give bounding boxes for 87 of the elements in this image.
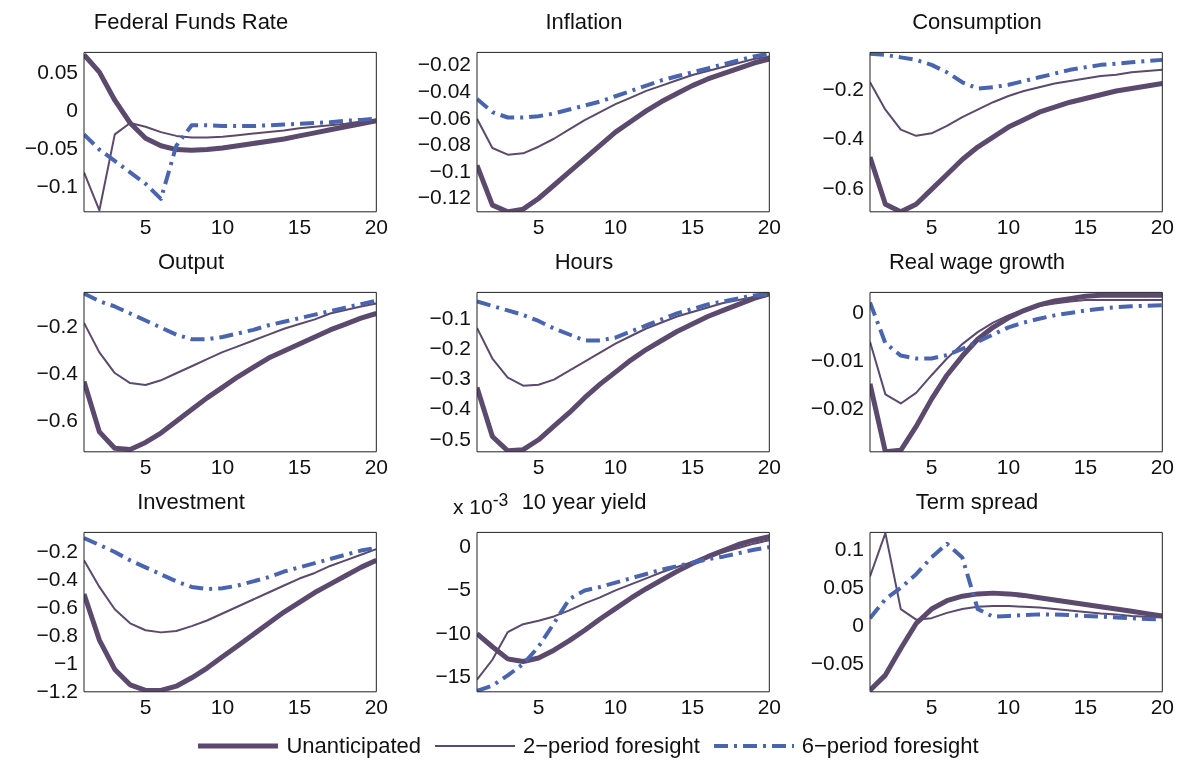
y-tick-label: −0.01	[810, 347, 864, 371]
x-tick-label: 5	[139, 455, 152, 479]
y-tick-label: 0	[459, 533, 471, 557]
x-tick-label: 10	[210, 215, 235, 239]
x-tick-label: 15	[680, 215, 705, 239]
x-tick-label: 5	[139, 695, 152, 719]
legend-label: 2−period foresight	[523, 733, 700, 759]
x-tick-label: 5	[925, 695, 938, 719]
y-tick-label: 0.1	[834, 536, 864, 560]
x-tick-label: 5	[925, 215, 938, 239]
y-tick-label: −0.6	[36, 594, 78, 618]
x-tick-label: 15	[680, 455, 705, 479]
x-tick-label: 5	[925, 455, 938, 479]
y-tick-label: 0.05	[823, 574, 864, 598]
y-tick-label: −0.1	[36, 174, 78, 198]
y-tick-label: −0.08	[417, 132, 471, 156]
y-tick-label: 0.05	[37, 60, 78, 84]
legend-label: 6−period foresight	[801, 733, 979, 759]
y-tick-label: −0.2	[822, 76, 864, 100]
chart-title: Hours	[554, 249, 614, 275]
x-tick-label: 15	[287, 215, 312, 239]
y-tick-label: −0.2	[429, 336, 471, 360]
x-tick-label: 10	[996, 455, 1021, 479]
y-tick-label: −0.05	[810, 650, 864, 674]
chart-title: Term spread	[915, 489, 1039, 515]
x-tick-label: 20	[364, 215, 388, 239]
y-tick-label: −0.02	[810, 395, 864, 419]
x-tick-label: 15	[1073, 695, 1098, 719]
y-tick-label: −1	[54, 650, 78, 674]
y-tick-label: 0	[852, 612, 864, 636]
y-tick-label: −0.6	[822, 176, 864, 200]
y-tick-label: −0.6	[36, 408, 78, 432]
x-tick-label: 5	[532, 455, 545, 479]
chart-title: Output	[157, 249, 225, 275]
y-tick-label: −0.4	[429, 396, 472, 420]
x-tick-label: 15	[1073, 215, 1098, 239]
text: x 10$^{-3}$	[453, 490, 509, 519]
y-tick-label: 0	[66, 98, 78, 122]
x-tick-label: 10	[996, 695, 1021, 719]
x-tick-label: 15	[287, 695, 312, 719]
y-tick-label: 0	[852, 299, 864, 323]
x-tick-label: 5	[532, 695, 545, 719]
x-tick-label: 20	[1150, 695, 1174, 719]
chart-title: Inflation	[545, 9, 623, 35]
legend-label: Unanticipated	[286, 733, 422, 759]
y-tick-label: −0.02	[417, 52, 471, 76]
chart-title: Consumption	[912, 9, 1042, 35]
y-tick-label: −0.12	[417, 185, 471, 209]
x-tick-label: 20	[757, 455, 781, 479]
y-tick-label: −10	[435, 620, 471, 644]
y-tick-label: −0.5	[429, 426, 471, 450]
y-tick-label: −5	[447, 577, 471, 601]
chart-title: Federal Funds Rate	[93, 9, 289, 35]
x-tick-label: 10	[603, 695, 628, 719]
y-tick-label: −0.1	[429, 158, 471, 182]
x-tick-label: 20	[757, 695, 781, 719]
y-tick-label: −0.2	[36, 314, 78, 338]
x-tick-label: 10	[210, 455, 235, 479]
y-tick-label: −0.2	[36, 538, 78, 562]
y-tick-label: −0.4	[36, 361, 79, 385]
y-tick-label: −0.05	[24, 136, 78, 160]
x-tick-label: 15	[1073, 455, 1098, 479]
x-tick-label: 10	[603, 215, 628, 239]
x-tick-label: 5	[139, 215, 152, 239]
x-tick-label: 20	[364, 455, 388, 479]
x-tick-label: 10	[210, 695, 235, 719]
chart-title: 10 year yield	[521, 489, 647, 515]
y-tick-label: −1.2	[36, 678, 78, 702]
y-tick-label: −0.4	[822, 126, 865, 150]
y-tick-label: −0.04	[417, 79, 472, 103]
x-tick-label: 5	[532, 215, 545, 239]
x-tick-label: 20	[364, 695, 388, 719]
y-tick-label: −0.4	[36, 566, 79, 590]
y-tick-label: −0.8	[36, 622, 78, 646]
y-tick-label: −15	[435, 663, 471, 687]
x-tick-label: 20	[1150, 215, 1174, 239]
x-tick-label: 10	[603, 455, 628, 479]
y-tick-label: −0.06	[417, 105, 471, 129]
x-tick-label: 15	[287, 455, 312, 479]
x-tick-label: 15	[680, 695, 705, 719]
y-tick-label: −0.3	[429, 366, 471, 390]
chart-title: Real wage growth	[888, 249, 1066, 275]
x-tick-label: 20	[1150, 455, 1174, 479]
x-tick-label: 10	[996, 215, 1021, 239]
x-tick-label: 20	[757, 215, 781, 239]
chart-title: Investment	[137, 489, 245, 515]
y-tick-label: −0.1	[429, 306, 471, 330]
